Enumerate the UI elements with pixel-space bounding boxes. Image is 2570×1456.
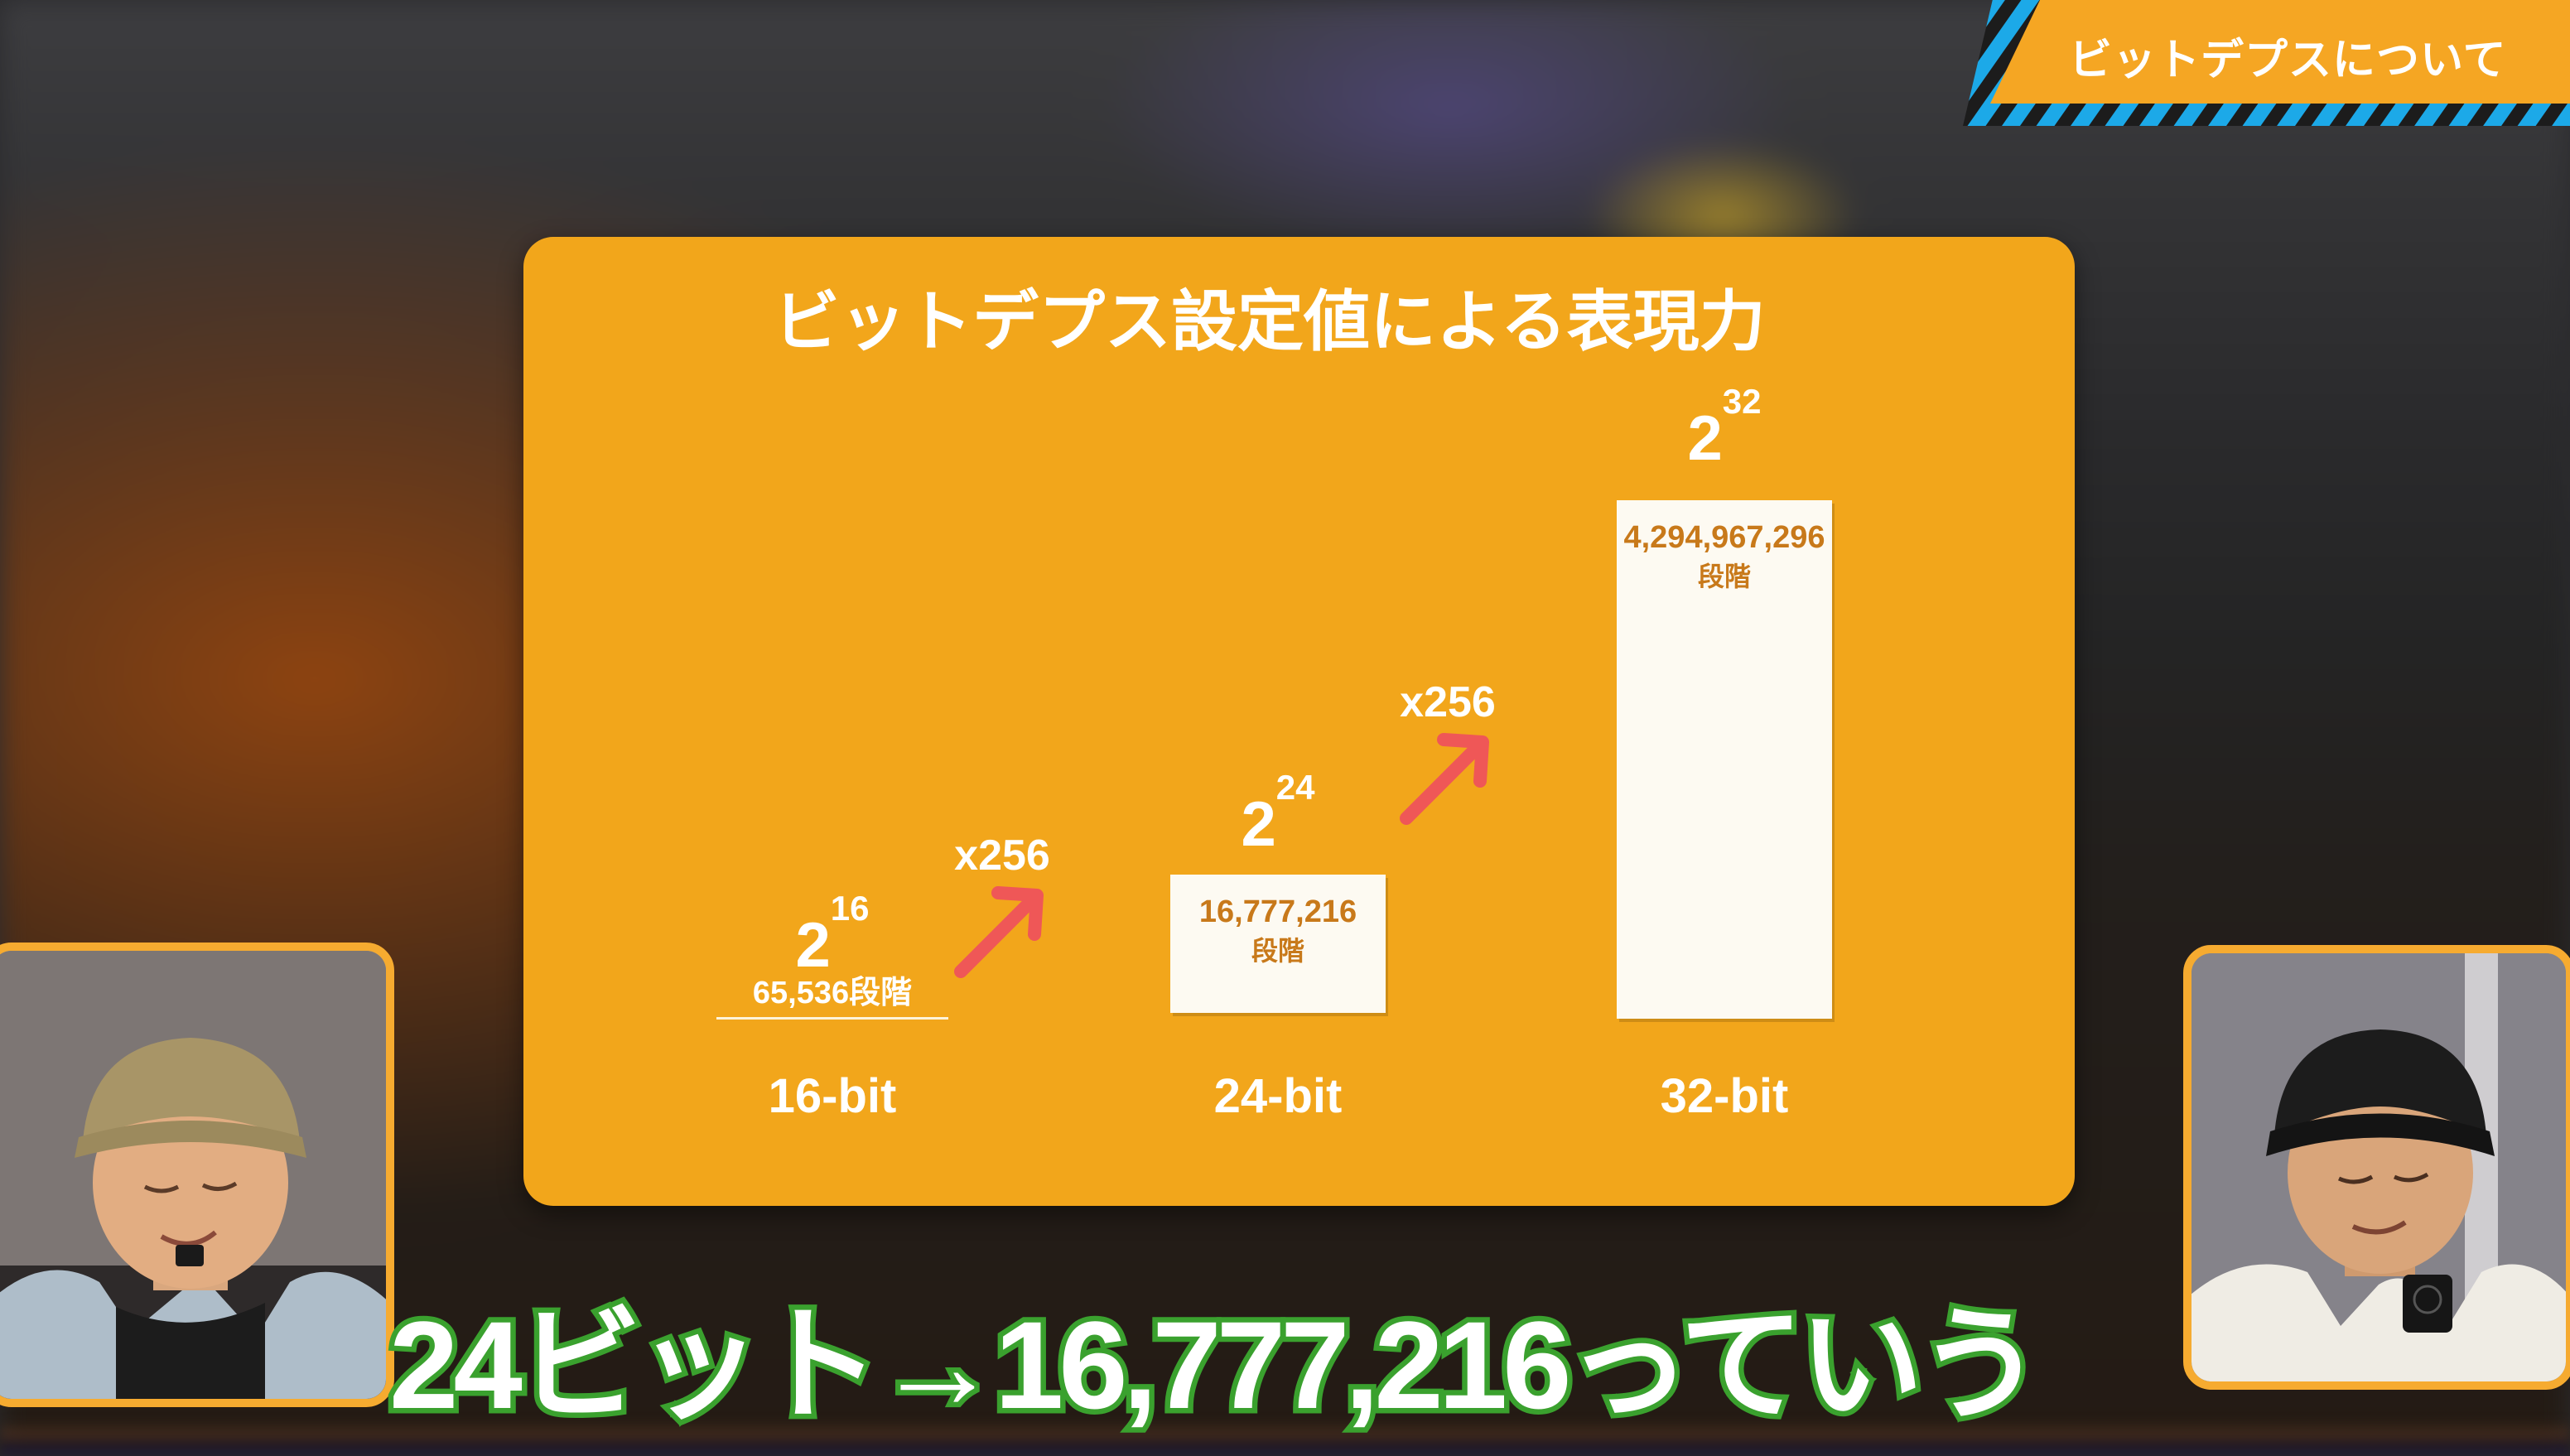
svg-text:24ビット→16,777,216っていう: 24ビット→16,777,216っていう	[389, 1295, 2037, 1434]
